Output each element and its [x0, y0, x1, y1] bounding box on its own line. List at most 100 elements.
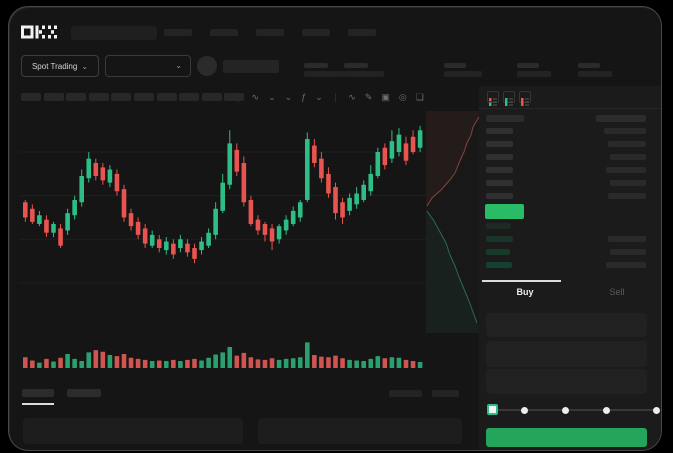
bottom-tab-underline	[22, 403, 54, 405]
trendline-icon[interactable]: ∿	[348, 91, 356, 102]
timeframe-button[interactable]	[111, 93, 132, 101]
candle	[79, 169, 84, 207]
candle	[368, 165, 374, 196]
amount-slider-handle[interactable]	[487, 404, 498, 415]
nav-item-placeholder[interactable]	[164, 29, 192, 36]
amount-slider-track[interactable]	[490, 409, 656, 411]
ask-price-placeholder[interactable]	[486, 180, 513, 186]
bid-price-placeholder[interactable]	[486, 262, 512, 268]
bid-amount-placeholder[interactable]	[606, 262, 646, 268]
total-input[interactable]	[486, 369, 647, 394]
ask-amount-placeholder[interactable]	[604, 128, 646, 134]
fullscreen-icon[interactable]: ❏	[415, 91, 424, 102]
bid-amount-placeholder[interactable]	[608, 236, 646, 242]
book-asks-icon[interactable]	[519, 91, 531, 106]
orders-panel-placeholder[interactable]	[23, 418, 243, 444]
ask-amount-placeholder[interactable]	[610, 154, 646, 160]
nav-item-placeholder[interactable]	[302, 29, 330, 36]
slider-stop-dot[interactable]	[652, 406, 660, 414]
ask-amount-placeholder[interactable]	[606, 167, 646, 173]
candle	[128, 208, 134, 231]
ask-amount-placeholder[interactable]	[608, 141, 646, 147]
candle	[23, 200, 28, 222]
volume-bar	[93, 350, 99, 368]
timeframe-button[interactable]	[21, 93, 41, 101]
screenshot-icon[interactable]: ▣	[381, 91, 390, 102]
price-input[interactable]	[486, 313, 647, 337]
candle	[276, 224, 282, 244]
bid-price-placeholder[interactable]	[486, 249, 510, 255]
volume-bar	[213, 354, 218, 368]
volume-bar	[354, 360, 359, 368]
bottom-link-placeholder[interactable]	[432, 390, 459, 397]
indicators-chevron-icon[interactable]: ⌄	[315, 91, 323, 102]
candle-style-chevron-icon[interactable]: ⌄	[268, 91, 276, 102]
ticker-stat-value	[517, 71, 551, 77]
candle	[149, 230, 155, 248]
volume-bar	[37, 362, 42, 368]
ask-price-placeholder[interactable]	[486, 193, 513, 199]
ask-price-placeholder[interactable]	[486, 167, 513, 173]
ask-price-placeholder[interactable]	[486, 154, 513, 160]
bid-price-placeholder[interactable]	[486, 236, 513, 242]
slider-stop-dot[interactable]	[602, 406, 610, 414]
bid-amount-placeholder[interactable]	[610, 249, 646, 255]
candle	[65, 208, 70, 235]
timeframe-button[interactable]	[88, 93, 109, 101]
ask-amount-placeholder[interactable]	[610, 180, 646, 186]
book-bids-icon[interactable]	[503, 91, 515, 106]
timeframe-button[interactable]	[156, 93, 177, 101]
overlay-chevron-icon[interactable]: ⌄	[284, 91, 293, 102]
candle	[171, 239, 176, 259]
candle	[305, 132, 310, 203]
volume-bar	[262, 359, 268, 368]
volume-bar	[30, 360, 35, 368]
orders-panel-placeholder[interactable]	[258, 418, 462, 444]
bottom-tab-placeholder[interactable]	[67, 389, 101, 397]
nav-item-placeholder[interactable]	[256, 29, 284, 36]
bid-price-placeholder[interactable]	[486, 223, 511, 229]
volume-bar	[248, 357, 254, 368]
active-tab-underline	[482, 280, 561, 282]
ask-price-placeholder[interactable]	[486, 128, 513, 134]
volume-bar	[156, 360, 162, 368]
draw-tools-icon[interactable]: ✎	[364, 91, 373, 102]
candle	[100, 162, 106, 185]
bottom-link-placeholder[interactable]	[389, 390, 422, 397]
tab-buy[interactable]: Buy	[516, 287, 534, 297]
ticker-stat-value	[344, 71, 384, 77]
candle-style-icon[interactable]: ∿	[251, 91, 260, 102]
volume-bar	[410, 360, 416, 368]
bottom-tab-placeholder[interactable]	[22, 389, 54, 397]
volume-bar	[227, 346, 233, 368]
timeframe-button[interactable]	[179, 93, 200, 101]
market-type-dropdown[interactable]: Spot Trading ⌄	[21, 55, 99, 77]
timeframe-button[interactable]	[134, 93, 154, 101]
buy-submit-button[interactable]	[486, 428, 647, 447]
candle	[58, 224, 63, 248]
search-input[interactable]	[71, 26, 157, 40]
ask-amount-placeholder[interactable]	[608, 193, 646, 199]
timeframe-button[interactable]	[43, 93, 64, 101]
book-combined-icon[interactable]	[487, 91, 499, 106]
settings-icon[interactable]: ◎	[398, 91, 407, 102]
indicators-icon[interactable]: ƒ	[301, 91, 307, 102]
timeframe-button[interactable]	[224, 93, 245, 101]
slider-stop-dot[interactable]	[520, 406, 528, 414]
slider-stop-dot[interactable]	[561, 406, 569, 414]
tab-sell[interactable]: Sell	[609, 287, 625, 297]
volume-bar	[114, 356, 120, 368]
timeframe-button[interactable]	[66, 93, 87, 101]
ask-price-placeholder[interactable]	[486, 141, 513, 147]
okx-logo[interactable]	[21, 24, 59, 40]
candlestick-chart[interactable]	[19, 111, 426, 335]
candle	[290, 206, 296, 227]
nav-item-placeholder[interactable]	[210, 29, 238, 36]
candle	[241, 156, 247, 207]
timeframe-button[interactable]	[201, 93, 222, 101]
nav-item-placeholder[interactable]	[348, 29, 376, 36]
volume-bar	[79, 360, 84, 368]
pair-dropdown[interactable]: ⌄	[105, 55, 191, 77]
amount-input[interactable]	[486, 341, 647, 367]
